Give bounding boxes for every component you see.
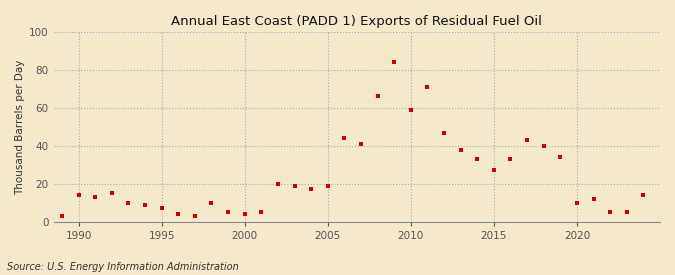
Point bbox=[90, 195, 101, 199]
Point bbox=[572, 200, 583, 205]
Point bbox=[455, 147, 466, 152]
Point bbox=[123, 200, 134, 205]
Point bbox=[588, 197, 599, 201]
Point bbox=[57, 214, 68, 218]
Point bbox=[339, 136, 350, 141]
Point bbox=[422, 85, 433, 89]
Title: Annual East Coast (PADD 1) Exports of Residual Fuel Oil: Annual East Coast (PADD 1) Exports of Re… bbox=[171, 15, 542, 28]
Point bbox=[173, 212, 184, 216]
Point bbox=[356, 142, 367, 146]
Point bbox=[605, 210, 616, 214]
Point bbox=[223, 210, 234, 214]
Point bbox=[273, 182, 284, 186]
Point bbox=[156, 206, 167, 211]
Point bbox=[372, 94, 383, 99]
Point bbox=[555, 155, 566, 160]
Point bbox=[406, 108, 416, 112]
Point bbox=[522, 138, 533, 142]
Point bbox=[439, 130, 450, 135]
Point bbox=[389, 60, 400, 65]
Point bbox=[323, 183, 333, 188]
Point bbox=[107, 191, 117, 196]
Text: Source: U.S. Energy Information Administration: Source: U.S. Energy Information Administ… bbox=[7, 262, 238, 272]
Point bbox=[622, 210, 632, 214]
Point bbox=[73, 193, 84, 197]
Point bbox=[140, 202, 151, 207]
Point bbox=[472, 157, 483, 161]
Point bbox=[306, 187, 317, 192]
Point bbox=[539, 144, 549, 148]
Point bbox=[256, 210, 267, 214]
Point bbox=[190, 214, 200, 218]
Point bbox=[489, 168, 500, 173]
Point bbox=[240, 212, 250, 216]
Point bbox=[638, 193, 649, 197]
Y-axis label: Thousand Barrels per Day: Thousand Barrels per Day bbox=[15, 59, 25, 194]
Point bbox=[206, 200, 217, 205]
Point bbox=[289, 183, 300, 188]
Point bbox=[505, 157, 516, 161]
